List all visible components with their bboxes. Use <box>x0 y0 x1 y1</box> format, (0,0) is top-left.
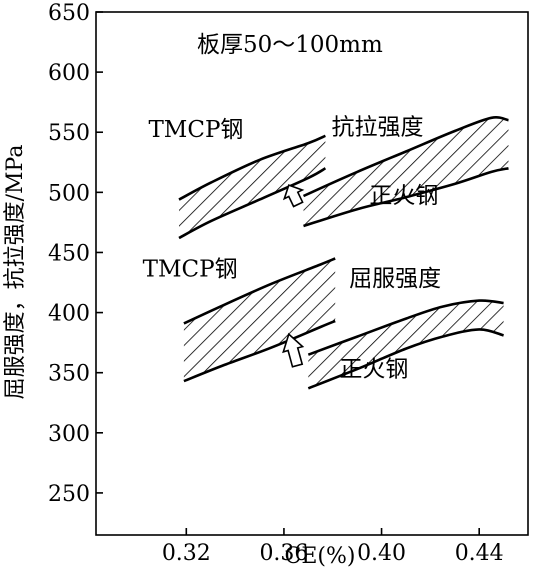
band-upper-boundary <box>302 116 509 198</box>
band-normalized-tensile <box>302 116 509 228</box>
y-tick-label: 350 <box>48 362 90 387</box>
plot-frame <box>95 11 529 536</box>
band-lower-boundary <box>183 319 336 383</box>
annotation-label: 抗拉强度 <box>332 115 424 141</box>
band-lower-boundary <box>178 167 327 240</box>
y-tick-label: 550 <box>48 121 90 146</box>
hatched-bands <box>178 116 509 390</box>
band-fill <box>303 117 509 226</box>
x-tick-label: 0.40 <box>357 541 406 566</box>
band-upper-boundary <box>307 299 504 356</box>
annotation-label: 正火钢 <box>369 183 438 209</box>
annotation-label: TMCP钢 <box>148 117 243 143</box>
band-tmcp-tensile <box>178 134 327 240</box>
plate-thickness-note: 板厚50～100mm <box>197 32 383 58</box>
annotation-label: TMCP钢 <box>143 257 238 283</box>
band-upper-boundary <box>178 134 326 201</box>
y-tick-label: 650 <box>48 1 90 26</box>
band-tmcp-yield <box>183 257 336 383</box>
annotation-label: 屈服强度 <box>349 266 441 292</box>
x-tick-label: 0.36 <box>259 541 308 566</box>
y-tick-label: 450 <box>48 241 90 266</box>
band-lower-boundary <box>307 328 504 390</box>
annotation-label: 正火钢 <box>339 356 408 382</box>
y-axis-title: 屈服强度，抗拉强度/MPa <box>3 145 28 400</box>
axis-ticks: 0.32 0.36 0.40 0.44 250 300 350 400 450 500 550 600… <box>48 1 504 566</box>
y-tick-label: 300 <box>48 422 90 447</box>
arrows <box>282 184 305 368</box>
band-lower-boundary <box>303 167 509 228</box>
x-axis-title: CE(%) <box>285 544 356 569</box>
band-upper-boundary <box>183 257 336 325</box>
y-tick-label: 500 <box>48 181 90 206</box>
band-fill <box>183 258 336 382</box>
band-fill <box>308 300 504 389</box>
y-tick-label: 600 <box>48 61 90 86</box>
x-tick-label: 0.32 <box>162 541 211 566</box>
y-tick-label: 250 <box>48 482 90 507</box>
hollow-arrow <box>282 184 305 208</box>
band-normalized-yield <box>307 299 504 390</box>
x-tick-label: 0.44 <box>455 541 504 566</box>
band-fill <box>179 135 326 238</box>
hollow-arrow <box>282 332 305 368</box>
y-tick-label: 400 <box>48 302 90 327</box>
